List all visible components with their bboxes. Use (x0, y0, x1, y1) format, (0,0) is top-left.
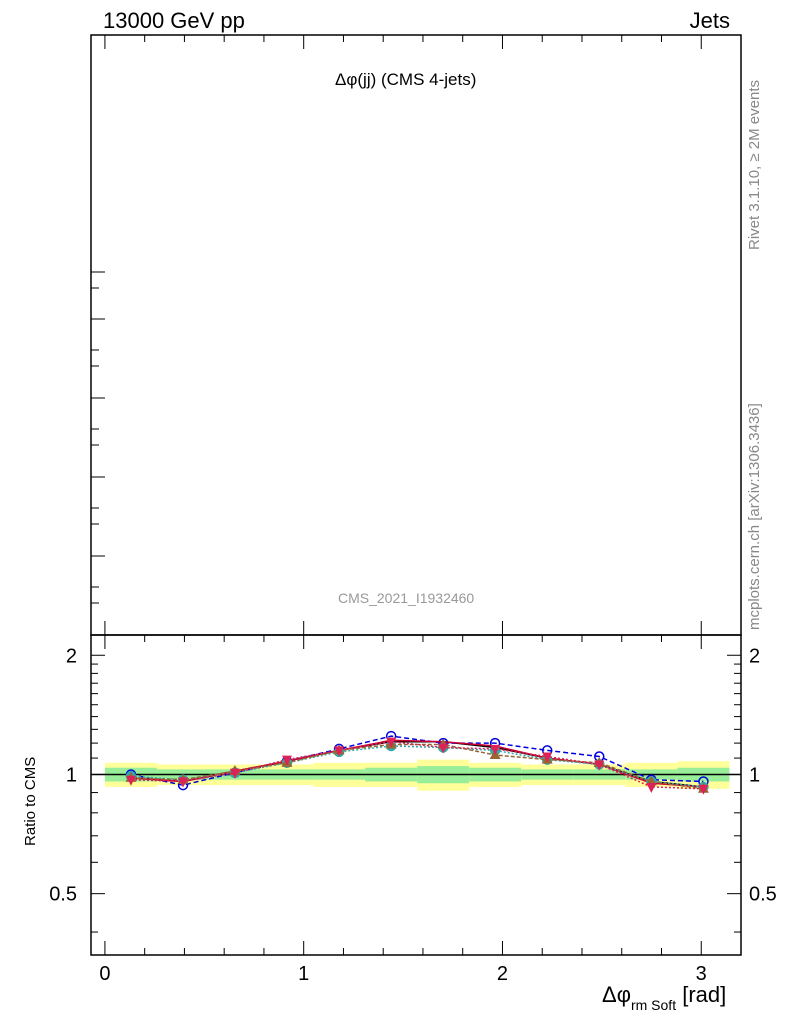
series-point-5 (229, 768, 240, 779)
plot-title: Δφ(jj) (CMS 4-jets) (335, 70, 477, 89)
x-axis-label: Δφrm Soft [rad] (602, 982, 727, 1013)
series-point-5 (334, 746, 345, 757)
series-point-5 (490, 744, 501, 755)
header-process: 13000 GeV pp (103, 8, 245, 33)
x-tick-label: 0 (99, 963, 110, 985)
ratio-plot-frame (90, 634, 742, 956)
y-tick-label: 2 (66, 645, 77, 667)
header-category: Jets (689, 8, 730, 33)
y-tick-label-right: 0.5 (749, 884, 777, 906)
series-line-4 (130, 743, 704, 790)
x-axis-label-sub: rm Soft (630, 997, 677, 1013)
series-point-5 (698, 784, 709, 795)
series-line-3 (130, 745, 704, 788)
axes-layer: 0 1 2 3 0.5 0.5 1 1 2 2 (49, 35, 777, 985)
y-tick-label: 0.5 (49, 884, 77, 906)
uncertainty-bands (91, 759, 741, 791)
y-tick-label: 1 (66, 764, 77, 786)
main-plot-frame (90, 34, 742, 636)
x-tick-label: 1 (298, 963, 309, 985)
series-point-5 (594, 760, 605, 771)
x-tick-label: 3 (696, 963, 707, 985)
x-axis-label-unit: [rad] (682, 982, 727, 1007)
analysis-id: CMS_2021_I1932460 (338, 590, 475, 606)
series-point-5 (646, 782, 657, 793)
series-point-5 (438, 743, 449, 754)
series-point-5 (542, 752, 553, 763)
x-axis-label-main: Δφ (602, 982, 631, 1007)
series-line-1 (130, 735, 704, 786)
series-point-5 (178, 777, 189, 788)
series-point-5 (386, 737, 397, 748)
y-tick-label-right: 2 (749, 645, 760, 667)
series-point-5 (281, 755, 292, 766)
ratio-frame-border (90, 634, 742, 956)
y-tick-label-right: 1 (749, 764, 760, 786)
main-frame-border (90, 34, 742, 636)
series-point-5 (125, 775, 136, 786)
x-tick-label: 2 (497, 963, 508, 985)
series-layer (125, 730, 709, 795)
